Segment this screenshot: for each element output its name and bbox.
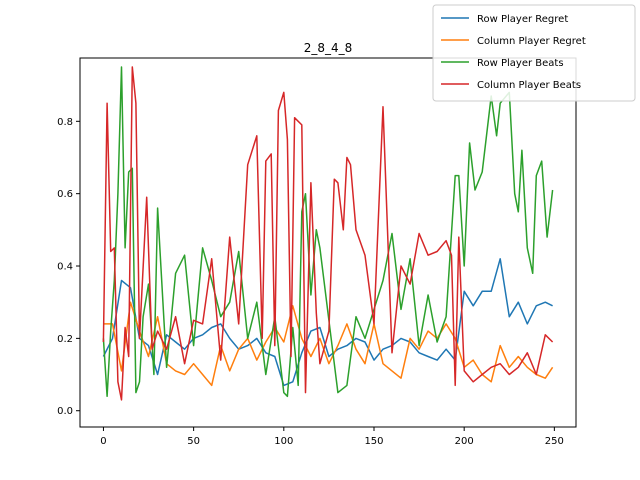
legend-box: [432, 4, 636, 102]
legend: Row Player Regret Column Player Regret Row…: [432, 4, 636, 102]
legend-label: Column Player Beats: [477, 80, 581, 91]
chart-title: 2_8_4_8: [304, 41, 353, 55]
series-line-1: [102, 258, 553, 387]
x-tick-label: 50: [187, 436, 200, 447]
series-line-4: [102, 66, 554, 401]
x-tick-label: 0: [100, 436, 106, 447]
series-line-2: [103, 301, 554, 387]
legend-label: Row Player Regret: [477, 14, 568, 25]
x-tick-label: 250: [545, 436, 564, 447]
y-tick-label: 0.8: [57, 117, 73, 128]
x-tick-label: 200: [455, 436, 474, 447]
x-axis: 0 50 100 150 200 250: [100, 427, 564, 447]
legend-label: Row Player Beats: [477, 58, 564, 69]
plot-lines: [102, 66, 554, 401]
x-tick-label: 150: [364, 436, 383, 447]
y-axis: 0.0 0.2 0.4 0.6 0.8: [57, 117, 80, 417]
x-tick-label: 100: [274, 436, 293, 447]
legend-label: Column Player Regret: [477, 36, 586, 47]
plot-frame: [79, 57, 577, 428]
y-tick-label: 0.2: [57, 334, 73, 345]
y-tick-label: 0.6: [57, 189, 73, 200]
y-tick-label: 0.0: [57, 406, 73, 417]
y-tick-label: 0.4: [57, 262, 73, 273]
